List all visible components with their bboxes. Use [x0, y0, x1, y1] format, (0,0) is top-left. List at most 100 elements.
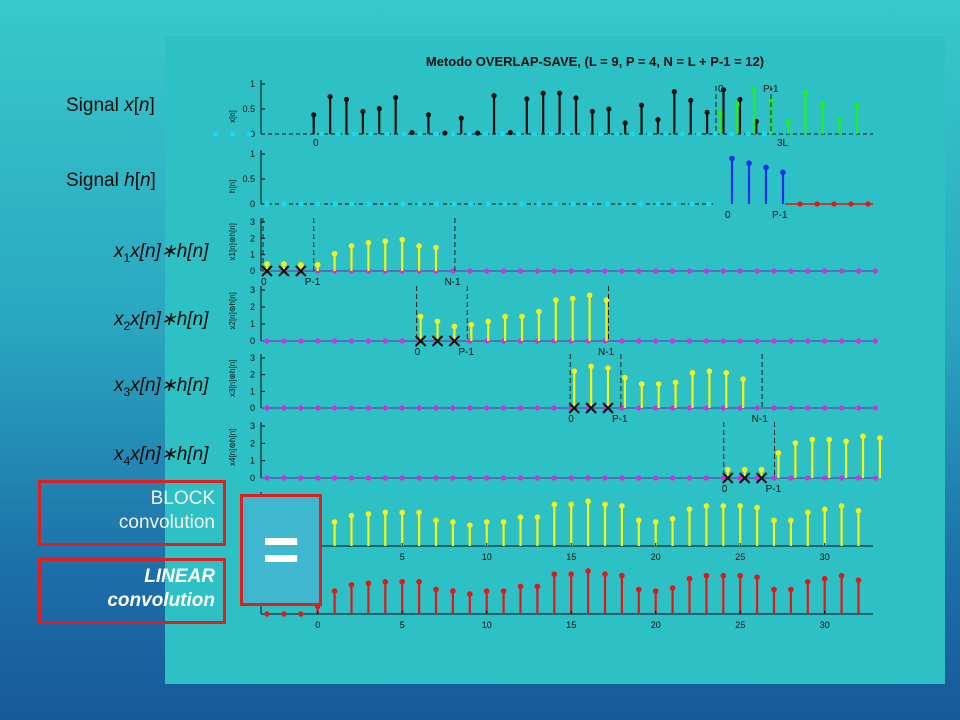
conv3-bg-dot-32: [805, 475, 811, 481]
conv1-bg-dot-23: [653, 338, 659, 344]
x-sample-21-dot: [655, 117, 661, 123]
conv3-sample-2-dot: [758, 466, 765, 473]
x-sample-2-dot: [343, 96, 350, 103]
conv2-bg-dot-36: [872, 405, 879, 411]
res7-sample-18-dot: [568, 571, 574, 577]
h-sample-3-dot: [780, 169, 786, 176]
label-conv-3-text: x[n]∗h[n]: [130, 375, 209, 396]
conv3-bg-dot-30: [771, 475, 777, 481]
x-base-dot-7: [433, 131, 440, 137]
conv2-bg-dot-14: [501, 405, 507, 411]
label-conv-4-text: x[n]∗h[n]: [130, 444, 209, 465]
x-sample-5-dot: [393, 94, 399, 101]
conv3-sample-1-dot: [741, 466, 748, 473]
h-zero-dot-16: [536, 201, 542, 207]
x-sample-7-dot: [425, 112, 432, 118]
res7-sample-6-dot: [365, 580, 372, 587]
conv2-bg-dot-35: [855, 405, 862, 411]
conv2-bg-dot-21: [619, 405, 625, 411]
conv2-bg-dot-7: [382, 405, 388, 411]
h-zero-dot-4: [332, 201, 338, 207]
h-zero-dot-23: [655, 201, 661, 207]
h-zero-dot-5: [349, 201, 355, 207]
conv3-bg-dot-4: [332, 475, 338, 481]
y-tick-label-0-2: 1: [250, 79, 255, 89]
res6-sample-30-dot: [771, 517, 777, 524]
x-marker-label-0: 0: [718, 84, 724, 95]
linear-label-line1: LINEAR: [144, 566, 215, 587]
res7-xtick-label-1: 5: [400, 620, 405, 630]
res7-sample-20-dot: [602, 571, 608, 577]
conv0-bg-dot-19: [585, 268, 591, 274]
conv1-bg-dot-33: [822, 338, 828, 344]
x-sample-1-dot: [327, 93, 333, 100]
conv3-discard-0: [722, 472, 734, 484]
conv1-sample-9-dot: [569, 295, 576, 302]
conv2-discard-0: [568, 402, 580, 414]
res7-sample-33-dot: [821, 575, 828, 582]
label-conv-1: x1x[n]∗h[n]: [114, 241, 209, 265]
overlap-save-figure: Metodo OVERLAP-SAVE, (L = 9, P = 4, N = …: [213, 54, 883, 630]
y-axis-label-4: x3[n]⊛h[n]: [228, 360, 237, 397]
conv3-bg-dot-28: [737, 475, 743, 481]
conv0-sample-0-dot: [264, 261, 270, 267]
y-tick-label-1-1: 0.5: [242, 174, 255, 184]
conv3-sample-5-dot: [809, 436, 816, 443]
conv0-sample-4-dot: [331, 250, 338, 257]
conv2-sample-0-dot: [571, 368, 577, 375]
res6-sample-23-dot: [652, 519, 659, 525]
res7-sample-32-dot: [805, 579, 811, 585]
res6-xtick-label-1: 5: [400, 552, 405, 562]
conv3-bg-dot-2: [298, 475, 304, 481]
x-base-dot-16: [581, 131, 587, 137]
conv1-discard-2: [448, 335, 461, 347]
conv0-discard-2: [295, 265, 307, 277]
conv0-bg-dot-15: [517, 268, 524, 274]
conv2-bg-dot-29: [754, 405, 760, 411]
x-sample-16-dot: [573, 95, 579, 101]
conv3-label-p1: P-1: [766, 484, 782, 495]
label-conv-3: x3x[n]∗h[n]: [114, 375, 209, 399]
conv2-sample-9-dot: [723, 370, 730, 376]
conv0-bg-dot-32: [805, 268, 811, 274]
res6-sample-11-dot: [450, 519, 456, 525]
conv0-sample-1-dot: [281, 261, 287, 267]
conv2-sample-6-dot: [672, 379, 679, 386]
y-tick-label-0-1: 0.5: [242, 104, 255, 114]
x-base-dot-14: [548, 131, 554, 137]
res7-dot-2: [298, 611, 304, 617]
res6-sample-27-dot: [720, 503, 727, 509]
res7-sample-35-dot: [855, 577, 862, 584]
res7-sample-10-dot: [433, 586, 439, 593]
x-highlight-5-dot: [802, 90, 809, 96]
conv3-bg-dot-21: [619, 475, 625, 481]
res6-xtick-label-3: 15: [566, 552, 576, 562]
res6-sample-16-dot: [534, 514, 541, 520]
x-sample-15-dot: [556, 90, 563, 96]
conv2-sample-5-dot: [655, 381, 662, 387]
x-sample-10-dot: [475, 130, 481, 136]
conv1-sample-4-dot: [485, 318, 492, 325]
conv1-discard-0: [414, 335, 427, 347]
block-label-line2: convolution: [118, 512, 215, 533]
conv3-bg-dot-31: [788, 475, 794, 481]
x-base-dot-26: [745, 131, 751, 137]
label-signal-x-index: n: [138, 95, 150, 116]
conv1-bg-dot-22: [636, 338, 642, 344]
conv1-bg-dot-0: [264, 338, 270, 344]
res6-sample-24-dot: [669, 516, 676, 522]
conv1-sample-0-dot: [417, 313, 424, 320]
conv3-bg-dot-19: [585, 475, 591, 481]
res7-sample-9-dot: [416, 579, 422, 585]
conv1-sample-5-dot: [502, 313, 508, 320]
res7-xtick-label-6: 30: [820, 620, 830, 630]
res7-sample-28-dot: [737, 572, 743, 579]
conv2-bg-dot-0: [264, 405, 270, 411]
res6-sample-28-dot: [737, 503, 743, 509]
res7-sample-11-dot: [450, 588, 456, 594]
conv1-label-0: 0: [415, 347, 421, 358]
x-base-dot-25: [728, 131, 735, 137]
x-base-dot-5: [401, 131, 407, 137]
conv1-sample-6-dot: [519, 313, 525, 320]
conv0-bg-dot-13: [484, 268, 490, 274]
